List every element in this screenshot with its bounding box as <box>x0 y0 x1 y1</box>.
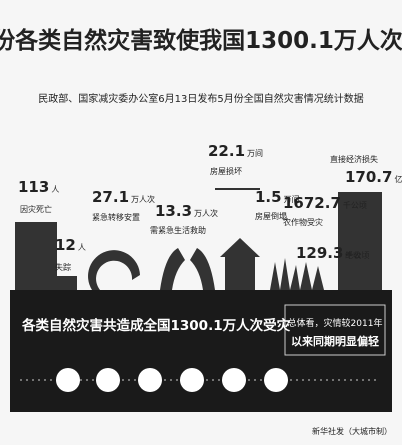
stat-unit: 人 <box>51 185 59 194</box>
stat-unit: 亿元 <box>394 174 402 184</box>
stat-value: 22.1 <box>208 142 245 160</box>
stat-label: 失踪 <box>55 262 71 272</box>
stat-value: 12 <box>55 236 76 254</box>
stat-label: 农作物受灾 <box>283 217 323 227</box>
stat-unit: 万间 <box>247 149 263 158</box>
stat-label: 紧急转移安置 <box>92 212 140 222</box>
conclusion: 以来同期明显偏轻 <box>291 334 379 348</box>
stat-unit: 万人次 <box>131 194 155 204</box>
stat-label: 房屋损坏 <box>210 166 242 176</box>
decoration <box>10 188 392 412</box>
stat-unit: 千公顷 <box>345 250 369 260</box>
stat-value: 113 <box>18 178 49 196</box>
credit: 新华社发（大城市制） <box>312 426 392 436</box>
stat-unit: 人 <box>78 243 86 252</box>
subtitle: 民政部、国家减灾委办公室6月13日发布5月份全国自然灾害情况统计数据 <box>38 92 363 105</box>
title: 5月份各类自然灾害致使我国1300.1万人次受灾 <box>0 27 402 54</box>
stat-label: 因灾死亡 <box>20 204 52 214</box>
stat-unit: 千公顷 <box>343 200 367 210</box>
stat-label: 需紧急生活救助 <box>150 225 206 235</box>
stat-value: 13.3 <box>155 202 192 220</box>
stat-label: 房屋倒塌 <box>255 211 287 221</box>
stat-value: 129.3 <box>296 244 343 262</box>
stat-value: 27.1 <box>92 188 129 206</box>
conclusion: 总体看，灾情较2011年 <box>288 317 383 329</box>
stat-value: 170.7 <box>345 168 392 186</box>
stat-label: 直接经济损失 <box>330 154 378 164</box>
stat-unit: 万人次 <box>194 208 218 218</box>
stat-label: 绝收 <box>345 250 361 260</box>
stat-unit: 万间 <box>284 195 300 204</box>
banner-text: 各类自然灾害共造成全国1300.1万人次受灾 <box>21 317 291 334</box>
stat-value: 1.5 <box>255 188 282 206</box>
stat-value: 1672.7 <box>283 194 341 212</box>
